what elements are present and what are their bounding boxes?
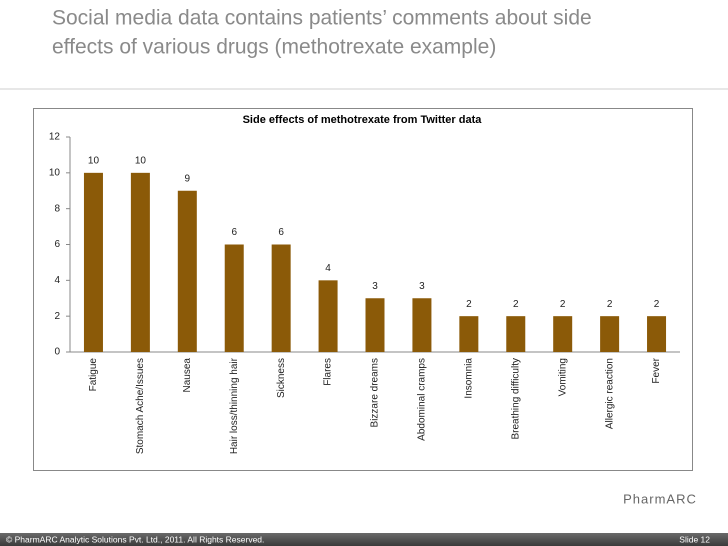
bar [177,190,197,352]
bar [553,316,573,352]
x-tick-label: Vomiting [557,358,568,396]
y-tick-label: 6 [54,239,60,250]
x-tick-label: Abdominal cramps [417,358,428,441]
x-tick-label: Allergic reaction [604,358,615,429]
x-tick-label: Nausea [182,358,193,393]
y-tick-label: 10 [49,167,61,178]
logo: PharmARC [623,491,697,506]
bar [318,280,338,352]
data-label: 9 [185,173,191,184]
y-tick-label: 8 [54,203,60,214]
data-label: 6 [278,227,284,238]
bar [83,172,103,352]
bar [271,244,291,352]
data-label: 2 [466,299,472,310]
x-tick-label: Fever [651,357,662,383]
footer-bar [0,533,728,546]
x-tick-label: Breathing difficulty [510,358,521,440]
data-label: 2 [560,299,566,310]
x-tick-label: Insomnia [463,358,474,399]
bar [506,316,526,352]
bar [365,298,385,352]
y-tick-label: 4 [54,275,60,286]
y-tick-label: 12 [49,132,61,143]
data-label: 2 [607,299,613,310]
data-label: 3 [419,281,425,292]
slide-number: Slide 12 [679,534,710,544]
data-label: 2 [513,299,519,310]
data-label: 10 [88,155,100,166]
data-label: 2 [654,299,660,310]
bar [459,316,479,352]
y-tick-label: 2 [54,311,60,322]
x-tick-label: Fatigue [88,358,99,392]
y-tick-label: 0 [54,347,60,358]
x-tick-label: Hair loss/thinning hair [229,357,240,454]
data-label: 3 [372,281,378,292]
bar [412,298,432,352]
chart-title: Side effects of methotrexate from Twitte… [243,114,483,126]
slide-title: effects of various drugs (methotrexate e… [52,36,496,59]
data-label: 4 [325,263,331,274]
data-label: 6 [231,227,237,238]
bar [130,172,150,352]
bar [224,244,244,352]
data-label: 10 [135,155,147,166]
slide-title: Social media data contains patients’ com… [52,7,592,30]
bar [600,316,620,352]
x-tick-label: Flares [323,358,334,386]
footer: © PharmARC Analytic Solutions Pvt. Ltd.,… [6,534,264,544]
bar [647,316,667,352]
x-tick-label: Stomach Ache/Issues [135,358,146,454]
x-tick-label: Sickness [276,358,287,398]
x-tick-label: Bizzare dreams [370,358,381,427]
